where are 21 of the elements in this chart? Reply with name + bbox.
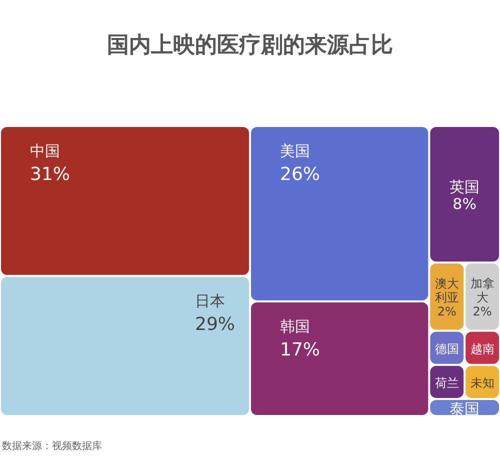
category-label: 中国 (30, 142, 60, 160)
category-label: 加拿大 (470, 276, 494, 305)
annotation: 数据来源：视频数据库 (2, 441, 102, 452)
category-label: 未知 (470, 376, 494, 390)
category-label: 荷兰 (434, 376, 459, 390)
data-label: 2% (472, 304, 492, 319)
category-label: 泰国 (450, 400, 480, 418)
category-label: 德国 (434, 342, 459, 356)
category-label: 越南 (470, 342, 494, 356)
data-label: 29% (195, 314, 236, 335)
data-label: 31% (30, 164, 70, 185)
title: 国内上映的医疗剧的来源占比 (107, 33, 393, 58)
category-label: 韩国 (280, 317, 310, 336)
data-label: 26% (280, 164, 320, 185)
data-label: 17% (280, 339, 320, 360)
category-label: 美国 (280, 142, 310, 160)
category-label: 英国 (450, 178, 480, 196)
category-label: 澳大利亚 (434, 276, 459, 305)
data-label: 8% (452, 195, 476, 214)
category-label: 日本 (195, 292, 225, 310)
data-label: 2% (437, 304, 456, 319)
